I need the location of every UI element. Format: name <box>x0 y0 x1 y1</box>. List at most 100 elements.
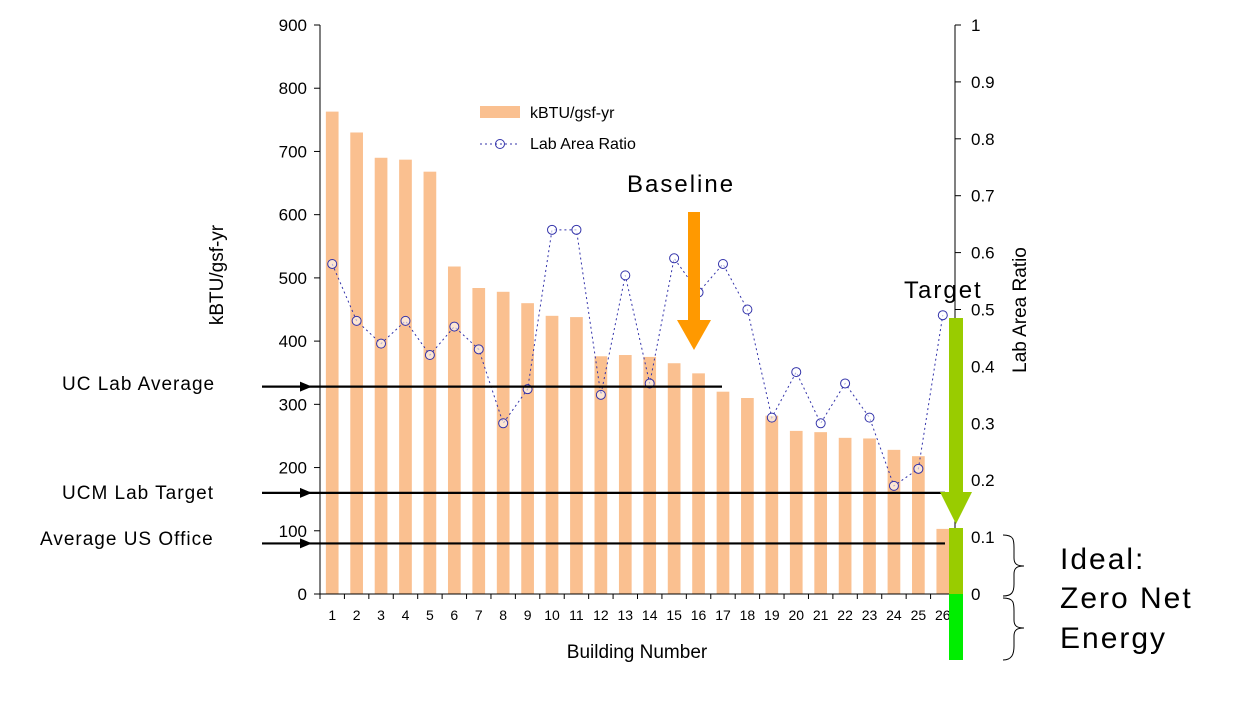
ratio-point-12 <box>595 389 606 400</box>
lab-area-ratio-line <box>331 229 944 487</box>
bar-23 <box>863 438 876 594</box>
bar-14 <box>643 356 657 594</box>
baseline-arrow-shaft <box>688 212 700 320</box>
x-tick-label: 9 <box>524 607 532 623</box>
ideal-brace-lower <box>1002 597 1025 661</box>
x-tick-label: 14 <box>642 607 658 623</box>
bar-18 <box>741 398 754 594</box>
bar-21 <box>814 432 828 594</box>
x-tick-label: 8 <box>499 607 507 623</box>
right-tick-label: 0 <box>971 585 980 604</box>
y2-axis-title: Lab Area Ratio <box>1010 247 1031 373</box>
right-tick-label: 1 <box>971 16 980 35</box>
x-tick-label: 13 <box>617 607 633 623</box>
x-ticks-group: 1 2 3 4 5 6 7 8 9 10 11 12 13 14 15 16 17 18 19 20 21 22 23 24 2… <box>319 594 956 623</box>
left-tick-label: 300 <box>279 395 307 414</box>
right-tick-label: 0.8 <box>971 130 995 149</box>
x-tick-label: 21 <box>813 607 829 623</box>
legend-line-label: Lab Area Ratio <box>530 136 636 153</box>
x-tick-label: 18 <box>740 607 756 623</box>
ratio-point-4 <box>400 315 411 326</box>
bar-20 <box>789 430 803 594</box>
x-tick-label: 17 <box>715 607 731 623</box>
ratio-point-8 <box>498 418 509 429</box>
target-arrow-shaft <box>949 318 963 492</box>
ucm-lab-target-label: UCM Lab Target <box>62 483 214 504</box>
right-tick-label: 0.4 <box>971 357 995 376</box>
ratio-point-26 <box>937 310 948 321</box>
left-tick-label: 700 <box>279 142 307 161</box>
average-us-office-arrowhead <box>300 538 312 549</box>
ratio-point-23 <box>864 412 875 423</box>
ideal-line-3: Energy <box>1060 622 1167 655</box>
lab-area-ratio-line-group <box>327 224 948 491</box>
right-tick-label: 0.5 <box>971 301 995 320</box>
ratio-point-17 <box>717 258 728 269</box>
target-arrow-head <box>940 492 972 524</box>
x-tick-label: 23 <box>862 607 878 623</box>
ratio-point-20 <box>791 367 802 378</box>
ratio-point-19 <box>766 412 777 423</box>
left-tick-label: 100 <box>279 522 307 541</box>
bar-2 <box>350 132 363 595</box>
bar-15 <box>667 363 681 594</box>
ucm-lab-target-arrowhead <box>300 487 312 498</box>
bar-24 <box>887 449 901 594</box>
legend-bar-swatch <box>480 106 520 118</box>
bar-12 <box>594 356 608 594</box>
bar-16 <box>692 373 705 594</box>
legend: kBTU/gsf-yr Lab Area Ratio <box>480 105 636 153</box>
ratio-point-18 <box>742 304 753 315</box>
right-tick-label: 0.9 <box>971 73 995 92</box>
ratio-point-21 <box>815 418 826 429</box>
bar-8 <box>496 291 510 594</box>
ideal-line-1: Ideal: <box>1060 543 1145 576</box>
x-tick-label: 12 <box>593 607 609 623</box>
x-tick-label: 3 <box>377 607 385 623</box>
right-tick-label: 0.7 <box>971 187 995 206</box>
left-tick-label: 600 <box>279 206 307 225</box>
x-tick-label: 7 <box>475 607 483 623</box>
right-tick-label: 0.2 <box>971 471 995 490</box>
ratio-point-1 <box>327 258 338 269</box>
zero-net-green-block <box>949 594 963 660</box>
ratio-point-10 <box>547 224 558 235</box>
bar-5 <box>423 171 437 594</box>
y-axis-title: kBTU/gsf-yr <box>207 224 228 325</box>
bar-4 <box>399 159 412 594</box>
bar-13 <box>618 355 632 594</box>
x-tick-label: 1 <box>328 607 336 623</box>
x-tick-label: 4 <box>402 607 410 623</box>
target-label: Target <box>904 277 983 304</box>
right-tick-label: 0.1 <box>971 528 995 547</box>
uc-lab-average-label: UC Lab Average <box>62 374 215 395</box>
x-axis-title: Building Number <box>567 642 708 663</box>
bar-6 <box>447 266 461 594</box>
x-tick-label: 20 <box>788 607 804 623</box>
bar-11 <box>570 317 583 594</box>
x-tick-label: 26 <box>935 607 951 623</box>
right-tick-label: 0.6 <box>971 244 995 263</box>
right-tick-label: 0.3 <box>971 414 995 433</box>
ratio-point-5 <box>424 350 435 361</box>
x-tick-label: 5 <box>426 607 434 623</box>
bar-10 <box>545 315 559 594</box>
left-tick-label: 900 <box>279 16 307 35</box>
x-tick-label: 19 <box>764 607 780 623</box>
left-tick-label: 0 <box>298 585 307 604</box>
x-tick-label: 11 <box>569 607 584 623</box>
target-green-block <box>949 528 963 594</box>
ratio-point-11 <box>571 224 582 235</box>
legend-bar-label: kBTU/gsf-yr <box>530 105 615 122</box>
bar-7 <box>472 288 486 594</box>
x-tick-label: 24 <box>886 607 902 623</box>
left-ticks-group: 0 100 200 300 400 500 600 700 800 900 <box>279 16 320 604</box>
ratio-point-6 <box>449 321 460 332</box>
bar-3 <box>374 157 388 594</box>
legend-line-marker <box>495 139 505 149</box>
left-tick-label: 800 <box>279 79 307 98</box>
ratio-point-22 <box>840 378 851 389</box>
bar-25 <box>912 456 925 594</box>
bar-26 <box>936 528 950 594</box>
